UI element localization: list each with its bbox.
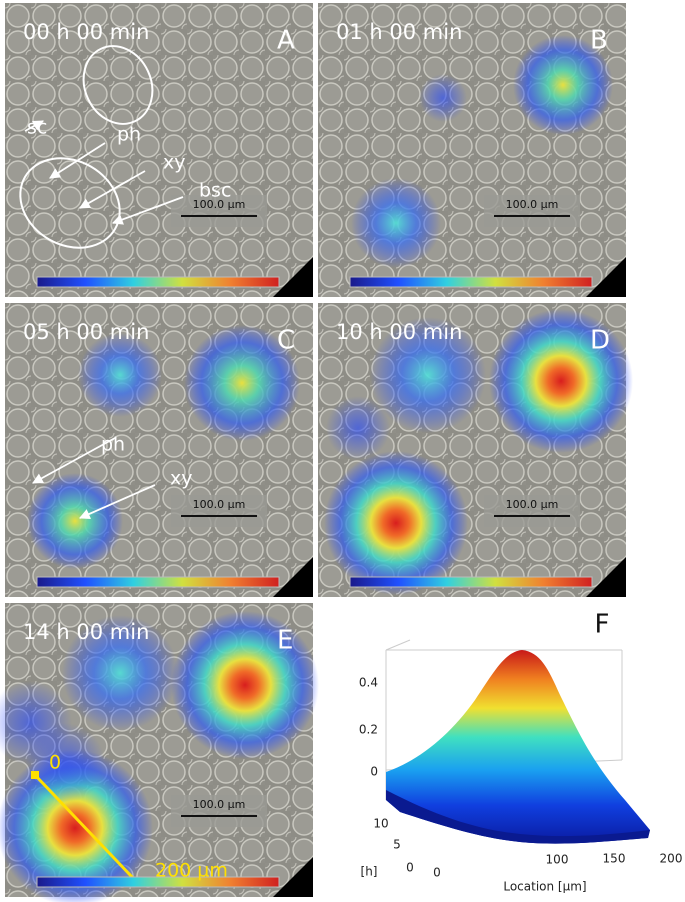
annotation-arrow — [79, 484, 156, 520]
annotation: ph — [117, 124, 141, 146]
scale-bar-label: 100.0 µm — [193, 198, 246, 211]
annotation-arrow — [49, 142, 106, 179]
z-tick-label: 0.2 — [359, 723, 378, 737]
colorbar — [36, 876, 280, 888]
annotation: bsc — [199, 180, 231, 202]
x-tick-label: 200 — [660, 852, 683, 866]
panel-letter: C — [277, 326, 295, 356]
panel-letter: F — [595, 610, 610, 640]
panel: 05 h 00 min C 100.0 µm ph xy — [5, 303, 313, 597]
fluorescence-spot — [171, 611, 319, 759]
time-label: 05 h 00 min — [23, 320, 149, 344]
panel: 14 h 00 min E 100.0 µm 0 200 µm — [0, 603, 319, 902]
fluorescence-spot — [419, 74, 467, 122]
z-tick-label: 0 — [370, 765, 378, 779]
z-tick-label: 0.4 — [359, 676, 378, 690]
x-tick-label: 150 — [603, 852, 626, 866]
corner-shade — [586, 257, 626, 297]
region-outline — [19, 157, 121, 249]
scale-bar-label: 100.0 µm — [193, 798, 246, 811]
y-tick-label: 5 — [393, 838, 401, 852]
fluorescence-spot — [351, 178, 441, 268]
annotation: ph — [101, 434, 125, 456]
fluorescence-spot — [184, 325, 300, 441]
annotation-arrow — [24, 120, 44, 132]
time-label: 01 h 00 min — [336, 20, 462, 44]
fluorescence-spot — [489, 309, 633, 453]
axis-box — [385, 639, 411, 651]
time-label: 14 h 00 min — [23, 620, 149, 644]
scale-bar-label: 100.0 µm — [193, 498, 246, 511]
panel-letter: D — [590, 326, 610, 356]
annotation-arrow — [32, 437, 116, 484]
annotation: 0 — [49, 752, 61, 774]
x-tick-label: 0 — [433, 866, 441, 880]
scale-bar-box — [171, 495, 267, 527]
annotation-arrow — [111, 196, 184, 225]
scale-bar-label: 100.0 µm — [506, 198, 559, 211]
panel-letter: A — [277, 26, 295, 56]
corner-shade — [273, 857, 313, 897]
transect-start — [31, 771, 39, 779]
fluorescence-spot — [25, 723, 105, 803]
transect-line — [33, 773, 135, 880]
y-tick-label: 0 — [406, 861, 414, 875]
y-axis-label: [h] — [361, 865, 378, 879]
fluorescence-spot — [324, 451, 468, 595]
fluorescence-spot — [62, 615, 178, 731]
panel: 01 h 00 min B 100.0 µm — [318, 3, 626, 297]
colorbar — [36, 576, 280, 588]
fluorescence-spot — [326, 396, 390, 460]
micrograph — [5, 3, 313, 297]
scale-bar-box — [484, 495, 580, 527]
fluorescence-spot — [513, 35, 613, 135]
annotation: xy — [170, 468, 193, 490]
panel: 10 h 00 min D 100.0 µm — [318, 303, 633, 597]
scale-bar-label: 100.0 µm — [506, 498, 559, 511]
panel-letter: B — [590, 26, 608, 56]
annotation: 200 µm — [155, 860, 228, 882]
colorbar — [349, 276, 593, 288]
panel-letter: E — [277, 626, 293, 656]
region-outline — [82, 45, 154, 125]
corner-shade — [586, 557, 626, 597]
surface — [386, 650, 650, 844]
scale-bar-box — [171, 195, 267, 227]
corner-shade — [273, 557, 313, 597]
time-label: 00 h 00 min — [23, 20, 149, 44]
fluorescence-spot — [78, 333, 162, 417]
annotation-arrow — [79, 170, 146, 209]
colorbar — [349, 576, 593, 588]
x-axis-label: Location [µm] — [503, 880, 586, 894]
scale-bar-box — [484, 195, 580, 227]
annotation: xy — [163, 152, 186, 174]
x-tick-label: 100 — [546, 853, 569, 867]
colorbar — [36, 276, 280, 288]
fluorescence-spot — [370, 317, 486, 433]
time-label: 10 h 00 min — [336, 320, 462, 344]
y-tick-label: 10 — [373, 817, 388, 831]
corner-shade — [273, 257, 313, 297]
fluorescence-spot — [27, 473, 123, 569]
surface-front — [386, 790, 650, 844]
scale-bar-box — [171, 795, 267, 827]
